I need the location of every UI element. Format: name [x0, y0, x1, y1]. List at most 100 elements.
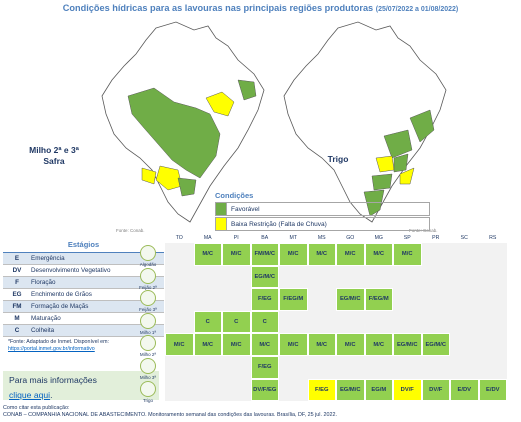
crop-label: Feijão 3ª [139, 307, 157, 313]
map-milho [101, 21, 265, 223]
stage-cell: EG/M/C [421, 333, 450, 356]
state-header: BA [261, 235, 269, 241]
stage-cell: F/EG/M [364, 288, 393, 311]
plant-icon [140, 358, 156, 374]
stage-cell: C [193, 310, 222, 334]
stage-cell: E/DV [450, 378, 479, 402]
stage-cell: F/EG/M [279, 288, 308, 311]
state-header: GO [346, 235, 355, 241]
stage-cell: M/C [250, 333, 279, 356]
source-link[interactable]: https://portal.inmet.gov.br/informativo [8, 346, 95, 352]
stage-cell: DV/F [393, 378, 422, 402]
stage-cell: C [250, 310, 279, 334]
crop-label: Trigo [142, 397, 154, 403]
state-header: PR [432, 235, 440, 241]
crop-label: Milho 2ª [139, 352, 157, 358]
crop-icon-1: Feijão 2ª [136, 267, 160, 290]
legend-item-favoravel: Favorável [215, 202, 430, 216]
state-header: SP [403, 235, 411, 241]
source-note-text: *Fonte: Adaptado de Inmet. Disponível em… [8, 339, 109, 345]
stage-cell: M/C [364, 243, 393, 266]
map-left-label-line2: Safra [43, 156, 65, 166]
stage-cell: M/C [193, 333, 222, 356]
stage-cell: M/C [193, 243, 222, 266]
stage-desc: Emergência [31, 255, 65, 262]
plant-icon [140, 245, 156, 261]
stage-row: M Maturação [3, 313, 164, 325]
more-info-link[interactable]: clique aqui [9, 390, 51, 400]
citation-text: CONAB – COMPANHIA NACIONAL DE ABASTECIME… [3, 412, 337, 418]
stage-desc: Enchimento de Grãos [31, 291, 92, 298]
state-header: SC [460, 235, 468, 241]
stage-row: C Colheita [3, 325, 164, 337]
stage-code: EG [12, 291, 22, 298]
stage-cell: C [222, 310, 251, 334]
stage-code: C [14, 327, 20, 334]
state-header: TO [175, 235, 183, 241]
stage-code: E [14, 255, 20, 262]
stage-cell: EG/M [364, 378, 393, 402]
stage-cell: M/C [364, 333, 393, 356]
stage-code: F [15, 279, 19, 286]
stage-cell: M/C [222, 243, 251, 266]
crop-icon-6: Trigo [136, 380, 160, 403]
map-left-source: Fonte: Conab. [116, 228, 145, 233]
stage-cell: FM/M/C [250, 243, 279, 266]
plant-icon [140, 290, 156, 307]
map-right-label: Trigo [327, 154, 349, 164]
crop-label: Feijão 2ª [139, 284, 157, 290]
state-header: MS [317, 235, 326, 241]
crop-label: Milho 3ª [139, 375, 157, 380]
stage-cell: EG/M/C [393, 333, 422, 356]
plant-icon [140, 380, 156, 397]
crop-icon-2: Feijão 3ª [136, 290, 160, 312]
stage-cell: M/C [336, 243, 365, 266]
stage-cell: M/C [279, 243, 308, 266]
stage-desc: Floração [31, 279, 56, 286]
stage-desc: Desenvolvimento Vegetativo [31, 267, 111, 274]
stages-title: Estágios [3, 240, 164, 253]
map-left-label: Milho 2ª e 3ª Safra [12, 145, 96, 167]
source-note: *Fonte: Adaptado de Inmet. Disponível em… [8, 339, 168, 353]
title-text: Condições hídricas para as lavouras nas … [62, 3, 374, 13]
state-header: PI [233, 235, 239, 241]
stage-row: EG Enchimento de Grãos [3, 289, 164, 301]
stage-cell: M/C [393, 243, 422, 266]
stage-row: FM Formação de Maçãs [3, 301, 164, 313]
citation-title: Como citar esta publicação: [3, 405, 70, 411]
stage-cell: EG/M/C [336, 378, 365, 402]
crop-label: Algodão [139, 262, 157, 267]
stage-cell: M/C [165, 333, 194, 356]
state-header: MA [203, 235, 212, 241]
legend-label: Baixa Restrição (Falta de Chuva) [231, 220, 327, 228]
stage-desc: Colheita [31, 327, 55, 334]
stage-cell: DV/F [421, 378, 450, 402]
stage-cell: E/DV [478, 378, 507, 402]
stage-row: E Emergência [3, 253, 164, 265]
stage-cell: M/C [307, 333, 336, 356]
stages-table: Estágios E Emergência DV Desenvolvimento V… [3, 240, 164, 337]
stage-cell: F/EG [307, 378, 336, 402]
stage-cell: M/C [279, 333, 308, 356]
plant-icon [140, 335, 156, 352]
legend-item-baixa-restricao: Baixa Restrição (Falta de Chuva) [215, 217, 430, 231]
crop-icon-3: Milho 1ª [136, 312, 160, 335]
crop-icon-5: Milho 3ª [136, 358, 160, 380]
state-header: RS [489, 235, 497, 241]
stage-row: DV Desenvolvimento Vegetativo [3, 265, 164, 277]
legend-title: Condições [215, 191, 254, 200]
stage-cell: EG/M/C [336, 288, 365, 311]
map-left-label-line1: Milho 2ª e 3ª [29, 145, 79, 155]
stage-cell: M/C [336, 333, 365, 356]
stage-desc: Formação de Maçãs [31, 303, 89, 310]
stage-row: F Floração [3, 277, 164, 289]
stage-cell: EG/M/C [250, 265, 279, 289]
crop-icon-4: Milho 2ª [136, 335, 160, 357]
more-info-box: Para mais informações clique aqui. [3, 371, 159, 400]
citation: Como citar esta publicação: CONAB – COMP… [3, 405, 521, 419]
stage-code: DV [12, 267, 22, 274]
stage-cell: F/EG [250, 288, 279, 311]
legend: Condições Favorável Baixa Restrição (Fal… [215, 191, 430, 231]
stage-cell: F/EG [250, 356, 279, 379]
stage-code: M [14, 315, 20, 322]
